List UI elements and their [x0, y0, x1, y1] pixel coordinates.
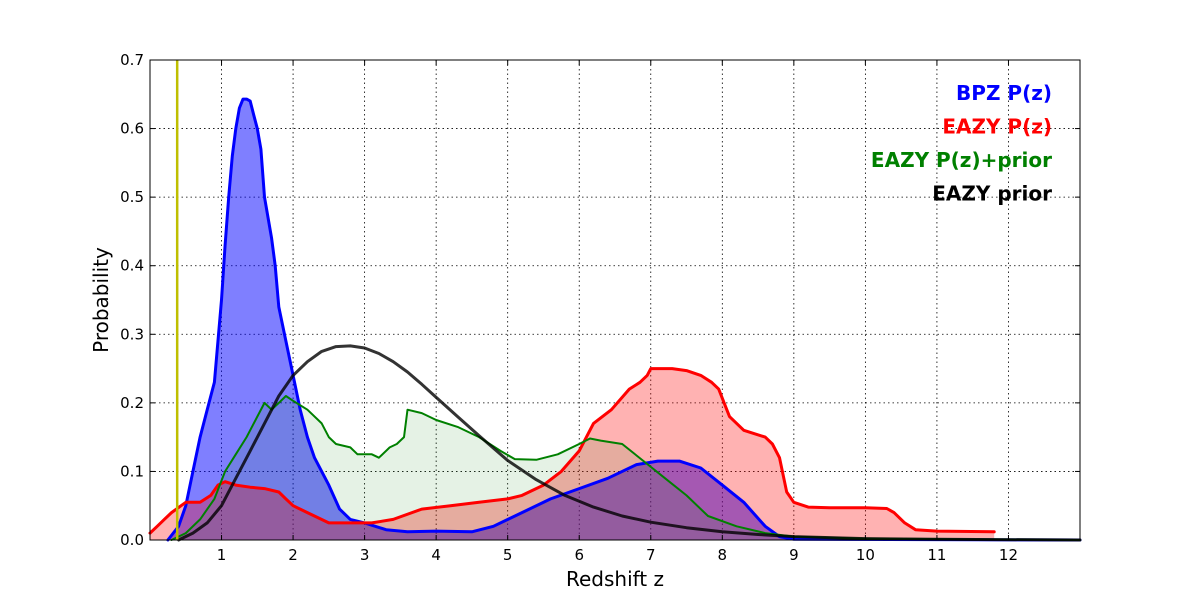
- y-tick-label: 0.4: [120, 257, 144, 275]
- series-line-prior: [177, 344, 1082, 542]
- x-tick-label: 2: [288, 546, 298, 564]
- legend-entry: EAZY P(z)+prior: [871, 148, 1052, 172]
- legend-layer: BPZ P(z) EAZY P(z) EAZY P(z)+prior EAZY pri…: [871, 81, 1052, 206]
- legend-entry: EAZY P(z): [942, 115, 1052, 139]
- line-layer: [148, 60, 1082, 542]
- legend-entry: EAZY prior: [932, 182, 1052, 206]
- x-tick-label: 12: [999, 546, 1018, 564]
- x-tick-label: 10: [856, 546, 875, 564]
- series-line-eazy_prior_combined: [170, 395, 1081, 541]
- legend-entry: BPZ P(z): [956, 81, 1052, 105]
- y-tick-label: 0.1: [120, 462, 144, 480]
- axis-layer: [149, 59, 1081, 541]
- plot-frame: [149, 59, 1081, 541]
- grid-layer: [150, 60, 1080, 540]
- area-fill-eazy: [150, 368, 995, 540]
- x-tick-label: 11: [927, 546, 946, 564]
- x-tick-label: 8: [718, 546, 728, 564]
- x-tick-label: 5: [503, 546, 513, 564]
- x-tick-label: 7: [646, 546, 656, 564]
- y-tick-label: 0.5: [120, 188, 144, 206]
- y-tick-label: 0.2: [120, 394, 144, 412]
- area-fill-eazy_prior_combined: [171, 396, 1080, 540]
- x-tick-label: 6: [574, 546, 584, 564]
- y-tick-label: 0.3: [120, 325, 144, 343]
- x-tick-label: 4: [431, 546, 441, 564]
- y-tick-label: 0.6: [120, 120, 144, 138]
- y-tick-label: 0.7: [120, 51, 144, 69]
- series-line-bpz: [166, 97, 1082, 542]
- x-tick-label: 9: [789, 546, 799, 564]
- x-tick-label: 3: [360, 546, 370, 564]
- series-line-eazy: [148, 367, 996, 535]
- label-layer: 1 2 3 4 5 6 7 8 9 10 11 120.00.10.20.30.40.50.60.7R…: [89, 51, 1018, 591]
- y-axis-title: Probability: [89, 247, 113, 353]
- x-axis-title: Redshift z: [566, 567, 664, 591]
- x-tick-label: 1: [217, 546, 227, 564]
- y-tick-label: 0.0: [120, 531, 144, 549]
